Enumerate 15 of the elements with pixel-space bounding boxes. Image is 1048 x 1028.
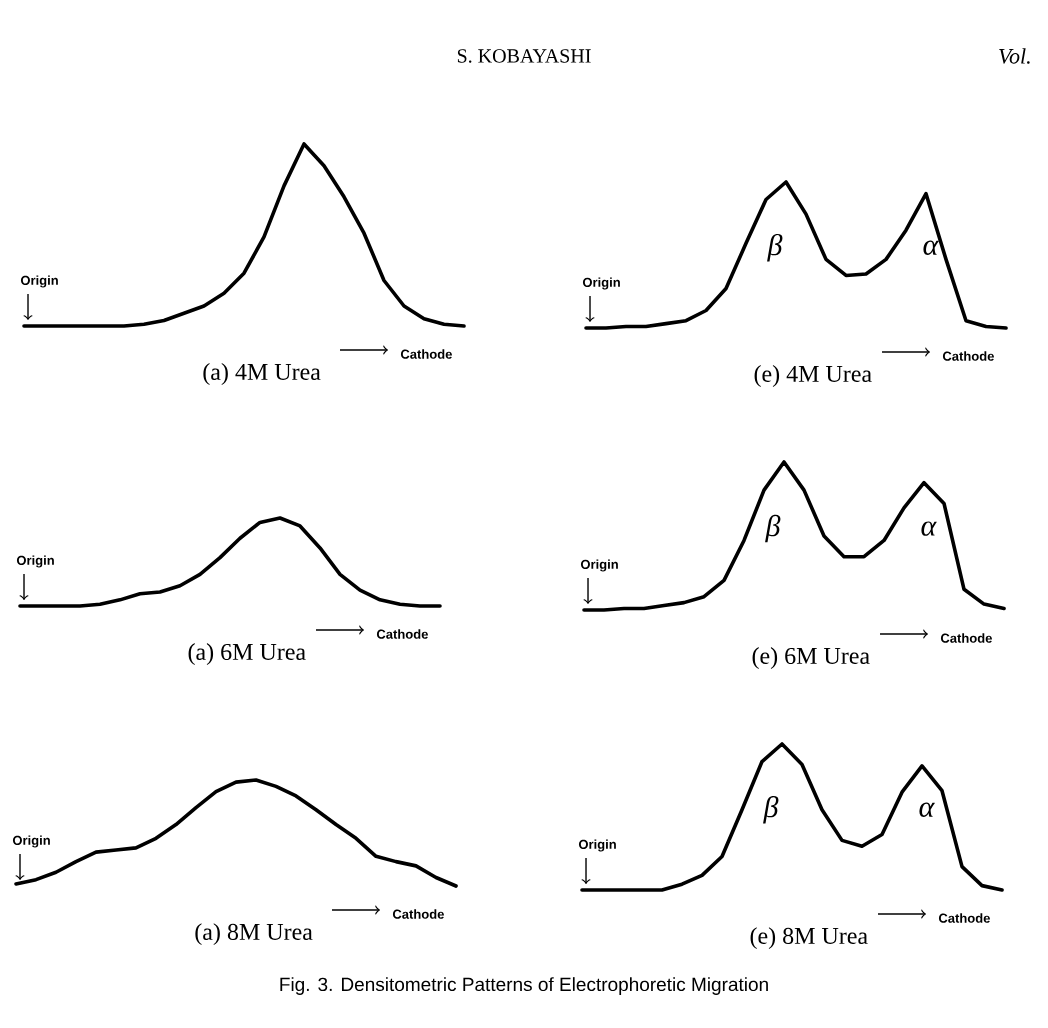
annotation: β (765, 514, 781, 543)
x-axis-title: (e) 8M Urea (750, 927, 868, 949)
x-axis-title: (a) 4M Urea (203, 363, 321, 385)
annotation: α (921, 521, 937, 536)
x-axis-title: (e) 6M Urea (752, 647, 870, 669)
x-axis-title: (e) 4M Urea (754, 365, 872, 387)
annotation: β (767, 233, 783, 262)
annotation: β (763, 795, 779, 824)
text: S. KOBAYASHI (457, 49, 591, 63)
x-axis-title: (a) 8M Urea (195, 923, 313, 945)
annotation: α (923, 240, 939, 255)
x-axis-title: (a) 6M Urea (188, 643, 306, 665)
text: Vol. (999, 48, 1030, 64)
annotation: α (919, 802, 935, 817)
caption: Fig. 3. Densitometric Patterns of Electrophoretic Migration (280, 977, 768, 995)
